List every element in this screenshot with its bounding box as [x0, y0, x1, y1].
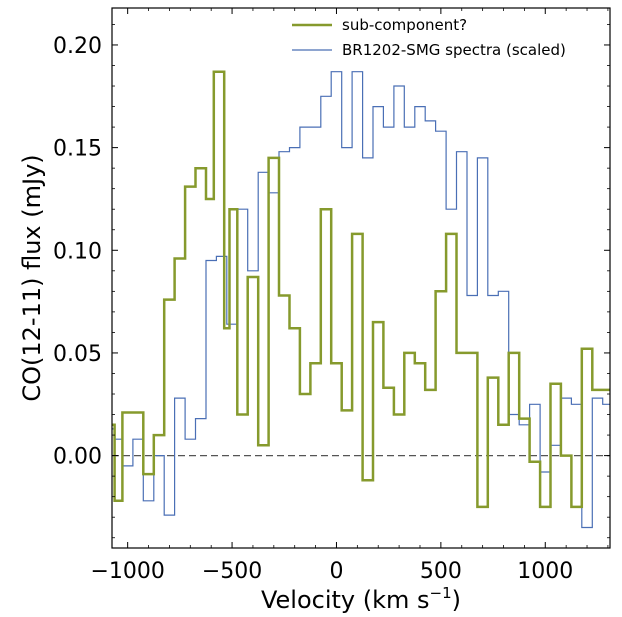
plot-area — [112, 70, 610, 529]
legend-entry: sub-component? — [342, 16, 467, 34]
y-tick-label: 0.05 — [53, 342, 102, 367]
axis-ticks: −1000 −500 0 500 1000 0.00 0.05 0.10 0.15 0.20 — [53, 8, 610, 584]
y-tick-label: 0.20 — [53, 34, 102, 59]
x-axis-label: Velocity (km s−1) — [261, 584, 461, 614]
x-tick-label: 500 — [420, 559, 462, 584]
series-line-0 — [112, 70, 610, 509]
x-tick-label: 1000 — [517, 559, 573, 584]
plot-frame — [111, 7, 611, 549]
x-label-suffix: ) — [452, 586, 461, 614]
x-label-superscript: −1 — [430, 584, 452, 602]
y-tick-label: 0.00 — [53, 445, 102, 470]
legend: sub-component? BR1202-SMG spectra (scaled… — [292, 16, 566, 59]
y-axis-label: CO(12-11) flux (mJy) — [18, 154, 46, 401]
x-tick-label: −500 — [202, 559, 262, 584]
x-tick-label: 0 — [329, 559, 343, 584]
x-label-main: Velocity (km s — [261, 586, 430, 614]
x-tick-label: −1000 — [90, 559, 164, 584]
legend-entry: BR1202-SMG spectra (scaled) — [342, 41, 566, 59]
y-tick-label: 0.10 — [53, 239, 102, 264]
series-line-1 — [112, 71, 610, 529]
y-tick-label: 0.15 — [53, 137, 102, 162]
